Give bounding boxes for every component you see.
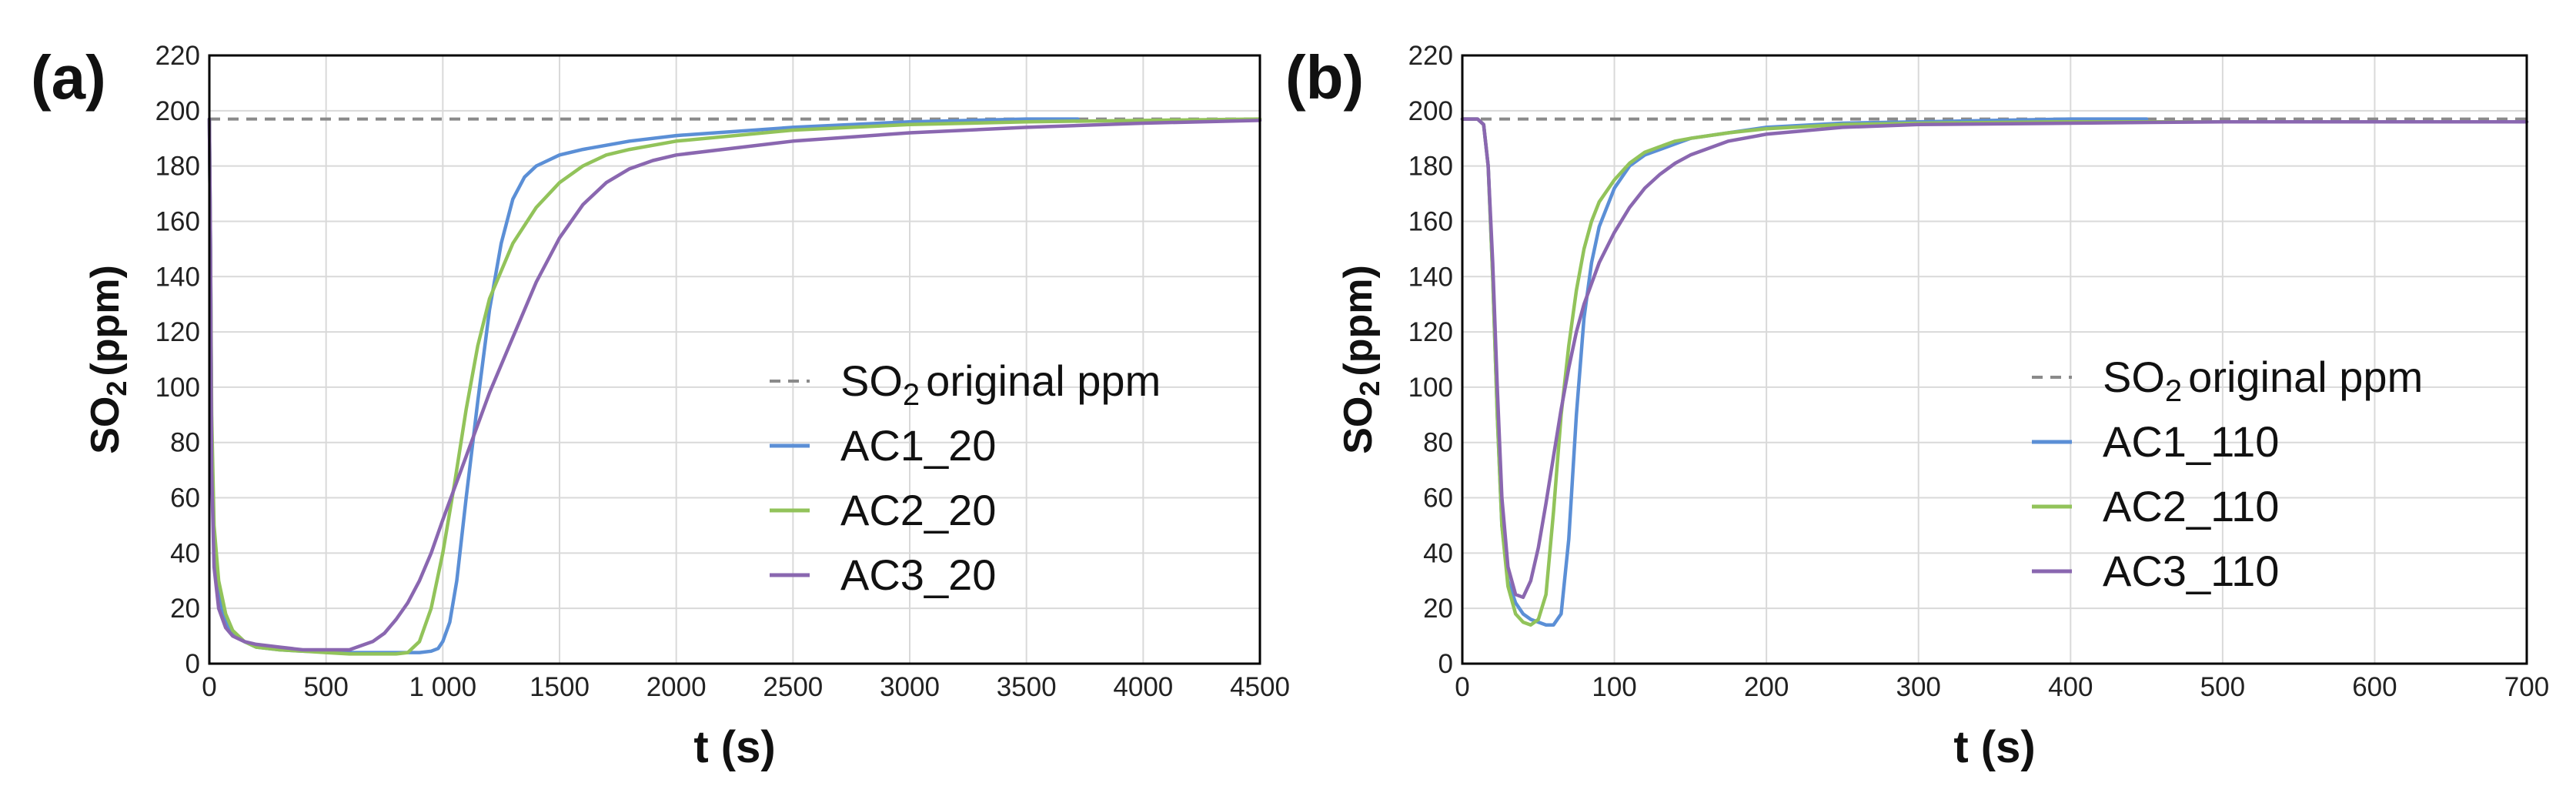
y-tick-label: 60 [170,483,200,514]
x-tick-labels: 0 500 1 000 1500 2000 2500 3000 3500 4000 4500 [202,672,1290,702]
x-tick-label: 500 [2200,672,2245,702]
y-tick-label: 40 [170,538,200,568]
x-tick-label: 0 [202,672,216,702]
legend-label-ac2-20: AC2_20 [840,486,996,534]
y-tick-label: 0 [185,649,200,679]
legend-label-ac3-110: AC3_110 [2103,547,2279,595]
x-tick-label: 1 000 [409,672,477,702]
y-tick-label: 100 [155,373,200,403]
y-tick-label: 200 [155,96,200,126]
y-axis-label-unit: (ppm) [83,265,128,376]
legend-reference-main: SO [840,356,903,405]
legend-reference-main: SO [2103,353,2165,401]
y-tick-label: 160 [155,206,200,236]
series-layer [1460,117,2529,627]
y-tick-label: 180 [1408,152,1453,182]
legend-reference-tail: original ppm [926,356,1161,405]
x-tick-label: 100 [1592,672,1636,702]
y-axis-label-unit: (ppm) [1336,265,1381,376]
panel-label: (b) [1285,43,1364,112]
x-tick-label: 3000 [880,672,940,702]
y-tick-label: 180 [155,152,200,182]
y-axis-label: SO2 (ppm) [1336,265,1385,454]
y-tick-label: 220 [155,41,200,71]
series-line-ac3-20 [207,117,1262,652]
y-axis-label: SO2 (ppm) [83,265,132,454]
y-tick-label: 40 [1423,538,1453,568]
x-axis-label: t (s) [1953,722,2035,772]
x-axis-label: t (s) [693,722,775,772]
x-tick-label: 200 [1744,672,1789,702]
y-axis-label-subscript: 2 [101,381,132,396]
x-tick-label: 400 [2048,672,2093,702]
legend-label-ac3-20: AC3_20 [840,550,996,599]
chart-panel-a: 0 500 1 000 1500 2000 2500 3000 3500 4000 4500 0 2… [31,41,1290,772]
y-tick-label: 20 [1423,594,1453,624]
y-tick-labels: 0 20 40 60 80 100 120 140 160 180 200 220 [1408,41,1453,679]
y-tick-label: 140 [155,262,200,292]
plot-frame [208,54,1261,665]
y-tick-label: 60 [1423,483,1453,514]
y-tick-label: 140 [1408,262,1453,292]
x-tick-label: 700 [2504,672,2549,702]
y-axis-label-main: SO [83,396,128,454]
y-tick-label: 20 [170,594,200,624]
y-tick-label: 120 [155,317,200,347]
y-tick-label: 120 [1408,317,1453,347]
y-tick-labels: 0 20 40 60 80 100 120 140 160 180 200 220 [155,41,200,679]
x-tick-label: 2500 [763,672,823,702]
x-tick-label: 500 [303,672,348,702]
y-tick-label: 100 [1408,373,1453,403]
legend-reference-subscript: 2 [903,378,920,412]
y-tick-label: 80 [1423,428,1453,458]
y-tick-label: 0 [1438,649,1453,679]
legend-label-ac2-110: AC2_110 [2103,482,2279,530]
x-tick-label: 0 [1455,672,1469,702]
x-tick-label: 3500 [997,672,1057,702]
y-tick-label: 220 [1408,41,1453,71]
legend-label-reference: SO2 original ppm [2103,353,2423,408]
y-tick-label: 80 [170,428,200,458]
legend-reference-tail: original ppm [2188,353,2423,401]
legend-reference-subscript: 2 [2165,374,2182,408]
series-line-ac3-110 [1460,117,2529,600]
x-tick-labels: 0 100 200 300 400 500 600 700 [1455,672,2549,702]
x-tick-label: 600 [2352,672,2397,702]
y-axis-label-subscript: 2 [1354,381,1385,396]
y-tick-label: 200 [1408,96,1453,126]
x-tick-label: 1500 [530,672,590,702]
legend: SO2 original ppm AC1_20 AC2_20 AC3_20 [770,356,1161,599]
plot-frame [1461,54,2528,665]
legend-label-ac1-20: AC1_20 [840,421,996,470]
series-layer [207,117,1262,656]
legend: SO2 original ppm AC1_110 AC2_110 AC3_110 [2032,353,2423,595]
legend-label-ac1-110: AC1_110 [2103,417,2279,466]
series-line-ac2-20 [207,117,1262,656]
x-tick-label: 4000 [1113,672,1173,702]
x-tick-label: 300 [1896,672,1941,702]
x-tick-label: 2000 [647,672,707,702]
panel-label: (a) [31,43,106,112]
y-tick-label: 160 [1408,206,1453,236]
chart-panel-b: 0 100 200 300 400 500 600 700 0 20 40 60 80 100 120 14… [1285,41,2549,772]
legend-label-reference: SO2 original ppm [840,356,1161,412]
y-axis-label-main: SO [1336,396,1381,454]
x-tick-label: 4500 [1230,672,1290,702]
